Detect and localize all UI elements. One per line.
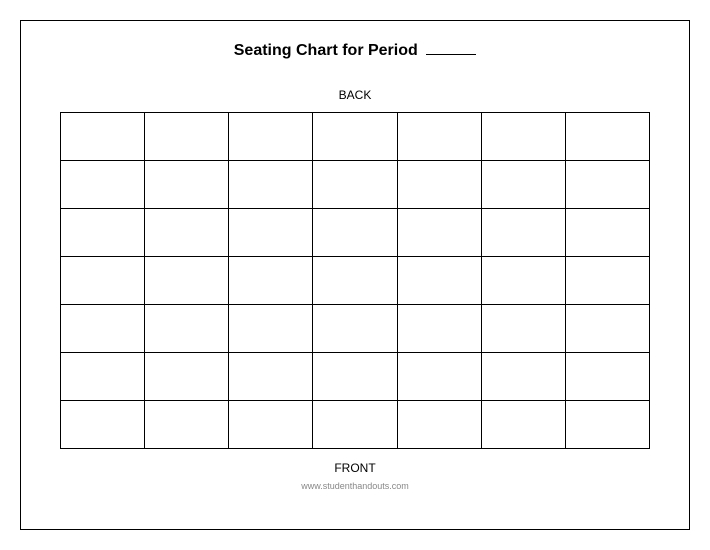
seating-cell — [145, 257, 229, 305]
seating-cell — [61, 401, 145, 449]
seating-cell — [229, 401, 313, 449]
seating-cell — [565, 209, 649, 257]
seating-cell — [313, 161, 397, 209]
seating-cell — [565, 353, 649, 401]
seating-cell — [61, 113, 145, 161]
seating-cell — [481, 113, 565, 161]
seating-cell — [313, 305, 397, 353]
seating-cell — [61, 257, 145, 305]
seating-cell — [229, 161, 313, 209]
table-row — [61, 305, 650, 353]
seating-cell — [61, 305, 145, 353]
seating-cell — [481, 161, 565, 209]
seating-cell — [145, 161, 229, 209]
seating-cell — [61, 209, 145, 257]
seating-cell — [145, 401, 229, 449]
seating-cell — [481, 305, 565, 353]
table-row — [61, 161, 650, 209]
seating-cell — [229, 257, 313, 305]
seating-cell — [481, 353, 565, 401]
table-row — [61, 209, 650, 257]
period-blank-line — [426, 54, 476, 55]
seating-cell — [145, 113, 229, 161]
seating-cell — [565, 113, 649, 161]
seating-cell — [397, 353, 481, 401]
title-text: Seating Chart for Period — [234, 42, 418, 59]
seating-grid — [60, 112, 650, 449]
table-row — [61, 401, 650, 449]
seating-cell — [313, 257, 397, 305]
seating-cell — [313, 401, 397, 449]
seating-cell — [229, 113, 313, 161]
seating-cell — [565, 161, 649, 209]
seating-cell — [397, 209, 481, 257]
footer-url: www.studenthandouts.com — [301, 481, 409, 491]
seating-cell — [61, 161, 145, 209]
seating-cell — [481, 257, 565, 305]
seating-cell — [313, 113, 397, 161]
table-row — [61, 113, 650, 161]
seating-cell — [229, 305, 313, 353]
seating-cell — [481, 401, 565, 449]
page-title: Seating Chart for Period — [234, 42, 476, 60]
seating-cell — [397, 305, 481, 353]
seating-cell — [145, 305, 229, 353]
seating-cell — [145, 353, 229, 401]
front-label: FRONT — [334, 461, 375, 475]
seating-cell — [313, 209, 397, 257]
seating-cell — [61, 353, 145, 401]
seating-cell — [397, 161, 481, 209]
seating-cell — [229, 353, 313, 401]
seating-cell — [313, 353, 397, 401]
seating-cell — [565, 257, 649, 305]
table-row — [61, 353, 650, 401]
page-content: Seating Chart for Period BACK FRONT www.… — [20, 20, 690, 530]
seating-cell — [145, 209, 229, 257]
table-row — [61, 257, 650, 305]
seating-cell — [565, 401, 649, 449]
seating-cell — [397, 401, 481, 449]
seating-grid-body — [61, 113, 650, 449]
seating-cell — [481, 209, 565, 257]
seating-cell — [565, 305, 649, 353]
seating-cell — [229, 209, 313, 257]
seating-cell — [397, 257, 481, 305]
back-label: BACK — [339, 88, 372, 102]
seating-cell — [397, 113, 481, 161]
